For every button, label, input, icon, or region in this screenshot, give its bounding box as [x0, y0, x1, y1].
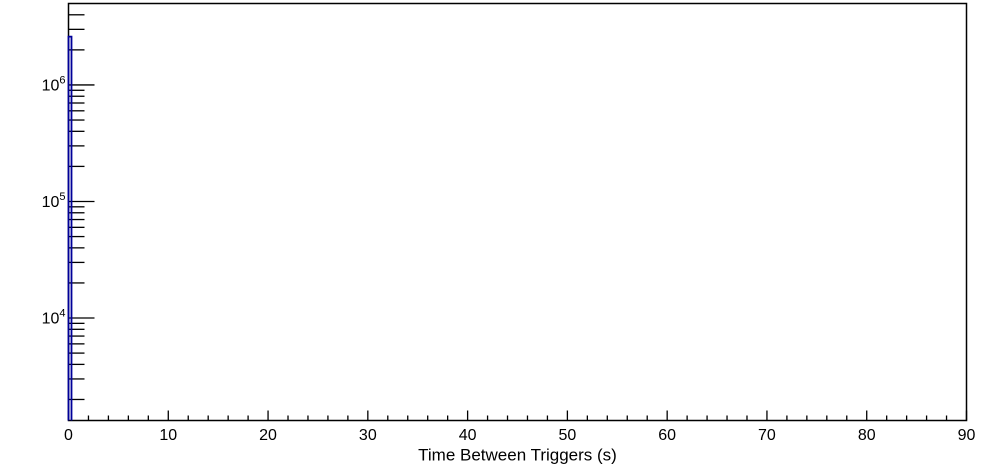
x-tick-label: 40: [459, 427, 477, 444]
x-tick-label: 60: [658, 427, 676, 444]
y-tick-exponent: 6: [59, 74, 65, 86]
plot-frame: [67, 2, 968, 422]
x-tick-label: 20: [259, 427, 277, 444]
histogram-spike: [67, 35, 73, 421]
x-tick-label: 50: [558, 427, 576, 444]
y-tick-label: 105: [42, 191, 66, 211]
x-tick-label: 30: [359, 427, 377, 444]
x-tick-label: 70: [758, 427, 776, 444]
y-tick-exponent: 5: [59, 191, 65, 203]
y-tick-label: 104: [42, 308, 66, 328]
x-tick-label: 0: [64, 427, 73, 444]
x-axis-title: Time Between Triggers (s): [418, 446, 617, 465]
x-tick-label: 10: [159, 427, 177, 444]
x-tick-label: 90: [958, 427, 976, 444]
y-tick-label: 106: [42, 74, 66, 94]
x-tick-label: 80: [858, 427, 876, 444]
y-tick-exponent: 4: [59, 308, 65, 320]
